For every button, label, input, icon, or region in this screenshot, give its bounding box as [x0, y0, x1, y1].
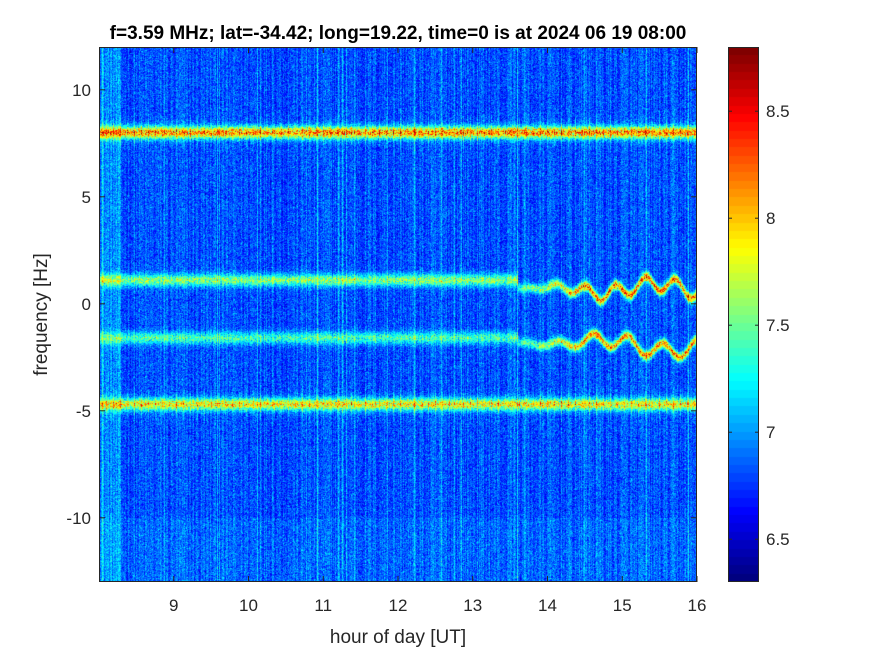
x-tick-label: 13: [463, 596, 482, 615]
x-tick-label: 15: [613, 596, 632, 615]
x-tick-label: 11: [314, 596, 332, 615]
y-tick-label: 0: [82, 295, 91, 314]
chart-title: f=3.59 MHz; lat=-34.42; long=19.22, time…: [110, 23, 687, 44]
colorbar-tick-label: 7.5: [766, 316, 790, 335]
colorbar-tick-label: 8.5: [766, 102, 790, 121]
colorbar-ticks: 8.5 8 7.5 7 6.5: [728, 102, 790, 549]
spectrogram-heatmap: [99, 47, 697, 582]
colorbar-tick-label: 6.5: [766, 530, 790, 549]
colorbar-tick-label: 7: [766, 423, 775, 442]
colorbar-gradient: [728, 47, 759, 582]
colorbar-frame: [728, 47, 759, 582]
x-tick-label: 14: [538, 596, 557, 615]
colorbar: 8.5 8 7.5 7 6.5: [728, 47, 790, 582]
y-tick-label: -5: [76, 402, 91, 421]
x-axis: 9 10 11 12 13 14 15 16: [169, 47, 706, 615]
x-tick-label: 9: [169, 596, 178, 615]
y-tick-label: 10: [72, 81, 91, 100]
y-axis-label: frequency [Hz]: [31, 253, 52, 376]
y-tick-label: 5: [82, 188, 91, 207]
y-axis: 10 5 0 -5 -10: [66, 81, 697, 528]
plot-area: [99, 47, 697, 582]
y-tick-label: -10: [66, 509, 91, 528]
colorbar-tick-label: 8: [766, 209, 775, 228]
x-tick-label: 12: [389, 596, 408, 615]
x-tick-label: 16: [688, 596, 707, 615]
x-tick-label: 10: [239, 596, 258, 615]
x-axis-label: hour of day [UT]: [330, 627, 466, 648]
